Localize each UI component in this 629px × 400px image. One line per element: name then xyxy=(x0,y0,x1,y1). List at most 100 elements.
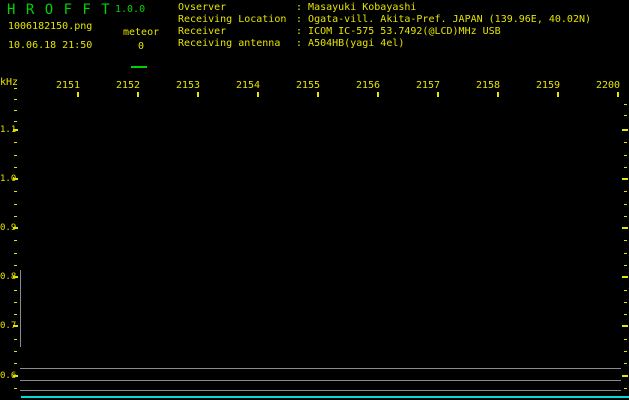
x-axis-label: 2159 xyxy=(535,80,561,91)
station-info-row: Receiver: ICOM IC-575 53.7492(@LCD)MHz U… xyxy=(178,26,591,38)
y-axis-label: 0.8 xyxy=(0,272,17,283)
y-axis-minor-tick xyxy=(14,191,17,192)
station-info-value: Masayuki Kobayashi xyxy=(308,2,417,13)
y-axis-minor-tick xyxy=(14,339,17,340)
x-axis-label: 2154 xyxy=(235,80,261,91)
y-axis-minor-tick xyxy=(14,240,17,241)
y-axis-major-tick-right xyxy=(622,227,628,230)
y-axis-minor-tick xyxy=(14,290,17,291)
y-axis-minor-tick-right xyxy=(624,115,627,116)
y-axis-minor-tick-right xyxy=(624,351,627,352)
station-info-value: A504HB(yagi 4el) xyxy=(308,38,405,49)
x-axis-tick xyxy=(617,92,619,97)
y-axis-major-tick xyxy=(13,129,18,131)
y-axis-minor-tick-right xyxy=(624,339,627,340)
datetime-label: 10.06.18 21:50 xyxy=(8,40,93,51)
signal-level-gridline xyxy=(20,380,621,381)
x-axis-label: 2155 xyxy=(295,80,321,91)
x-axis-label: 2152 xyxy=(115,80,141,91)
y-axis-minor-tick xyxy=(14,302,17,303)
y-axis-minor-tick-right xyxy=(624,155,627,156)
y-axis-minor-tick-right xyxy=(624,265,627,266)
y-axis-major-tick-right xyxy=(622,178,628,181)
y-axis-minor-tick xyxy=(14,314,17,315)
y-axis-minor-tick xyxy=(14,155,17,156)
x-axis-tick xyxy=(257,92,259,97)
x-axis-tick xyxy=(377,92,379,97)
y-axis-minor-tick xyxy=(14,121,17,122)
y-axis-major-tick xyxy=(13,374,18,377)
y-axis-minor-tick-right xyxy=(624,314,627,315)
y-axis-minor-tick xyxy=(14,142,17,143)
echo-count: 0 xyxy=(138,41,145,52)
y-axis-major-tick-right xyxy=(622,374,628,377)
y-axis-minor-tick-right xyxy=(624,363,627,364)
x-axis-tick xyxy=(197,92,199,97)
x-axis-label: 2157 xyxy=(415,80,441,91)
y-axis-label: 0.9 xyxy=(0,223,17,234)
station-info-label: Ovserver xyxy=(178,2,227,13)
y-axis-minor-tick xyxy=(14,88,17,89)
x-axis-label: 2156 xyxy=(355,80,381,91)
echo-count-underline xyxy=(131,66,147,68)
app-version: 1.0.0 xyxy=(115,4,146,15)
station-info-value: ICOM IC-575 53.7492(@LCD)MHz USB xyxy=(308,26,501,37)
station-info-block: Ovserver: Masayuki Kobayashi Receiving Lo… xyxy=(178,2,591,50)
station-info-label: Receiver xyxy=(178,26,227,37)
y-axis-major-tick xyxy=(13,227,18,230)
station-info-value: Ogata-vill. Akita-Pref. JAPAN (139.96E, … xyxy=(308,14,592,25)
y-axis-minor-tick xyxy=(14,216,17,217)
x-axis-label: 2153 xyxy=(175,80,201,91)
x-axis-label: 2158 xyxy=(475,80,501,91)
y-axis-minor-tick-right xyxy=(624,240,627,241)
y-axis-minor-tick xyxy=(14,388,17,389)
station-info-separator: : xyxy=(296,26,309,37)
x-axis-tick xyxy=(137,92,139,97)
x-axis-tick xyxy=(317,92,319,97)
app-title: H R O F F T xyxy=(7,2,111,18)
y-axis-minor-tick-right xyxy=(624,191,627,192)
station-info-row: Receiving antenna: A504HB(yagi 4el) xyxy=(178,38,591,50)
y-axis-minor-tick-right xyxy=(624,216,627,217)
y-axis-minor-tick-right xyxy=(624,388,627,389)
y-axis-minor-tick-right xyxy=(624,104,627,105)
y-axis-minor-tick xyxy=(14,167,17,168)
calibration-scale-line xyxy=(20,270,21,347)
signal-level-gridline xyxy=(20,390,621,391)
y-axis-label: 0.7 xyxy=(0,321,17,332)
y-axis-minor-tick xyxy=(14,265,17,266)
y-axis-minor-tick-right xyxy=(624,253,627,254)
station-info-separator: : xyxy=(296,14,309,25)
y-axis-major-tick-right xyxy=(622,325,628,328)
x-axis-tick xyxy=(437,92,439,97)
y-axis-major-tick-right xyxy=(622,276,628,279)
y-axis-major-tick xyxy=(13,325,18,328)
y-axis-unit-label: kHz xyxy=(0,77,19,88)
station-info-label: Receiving antenna xyxy=(178,38,281,49)
y-axis-major-tick xyxy=(13,178,18,181)
y-axis-minor-tick xyxy=(14,110,17,111)
y-axis-label: 1.1 xyxy=(0,125,17,135)
y-axis-minor-tick-right xyxy=(624,302,627,303)
y-axis-minor-tick xyxy=(14,99,17,100)
y-axis-minor-tick xyxy=(14,363,17,364)
signal-level-gridline xyxy=(20,368,621,369)
signal-baseline xyxy=(21,396,629,398)
y-axis-label: 0.6 xyxy=(0,370,17,381)
x-axis-tick xyxy=(557,92,559,97)
station-info-row: Receiving Location: Ogata-vill. Akita-Pr… xyxy=(178,14,591,26)
spectrogram-plot: kHz xyxy=(0,70,629,400)
y-axis-minor-tick-right xyxy=(624,204,627,205)
y-axis-label: 1.0 xyxy=(0,174,17,185)
y-axis-minor-tick xyxy=(14,253,17,254)
station-info-label: Receiving Location xyxy=(178,14,287,25)
output-filename: 1006182150.png xyxy=(8,21,93,32)
y-axis-minor-tick-right xyxy=(624,290,627,291)
x-axis-tick xyxy=(497,92,499,97)
y-axis-major-tick xyxy=(13,276,18,279)
x-axis-tick xyxy=(77,92,79,97)
x-axis-label: 2151 xyxy=(55,80,81,91)
y-axis-major-tick-right xyxy=(622,129,628,131)
y-axis-minor-tick xyxy=(14,351,17,352)
